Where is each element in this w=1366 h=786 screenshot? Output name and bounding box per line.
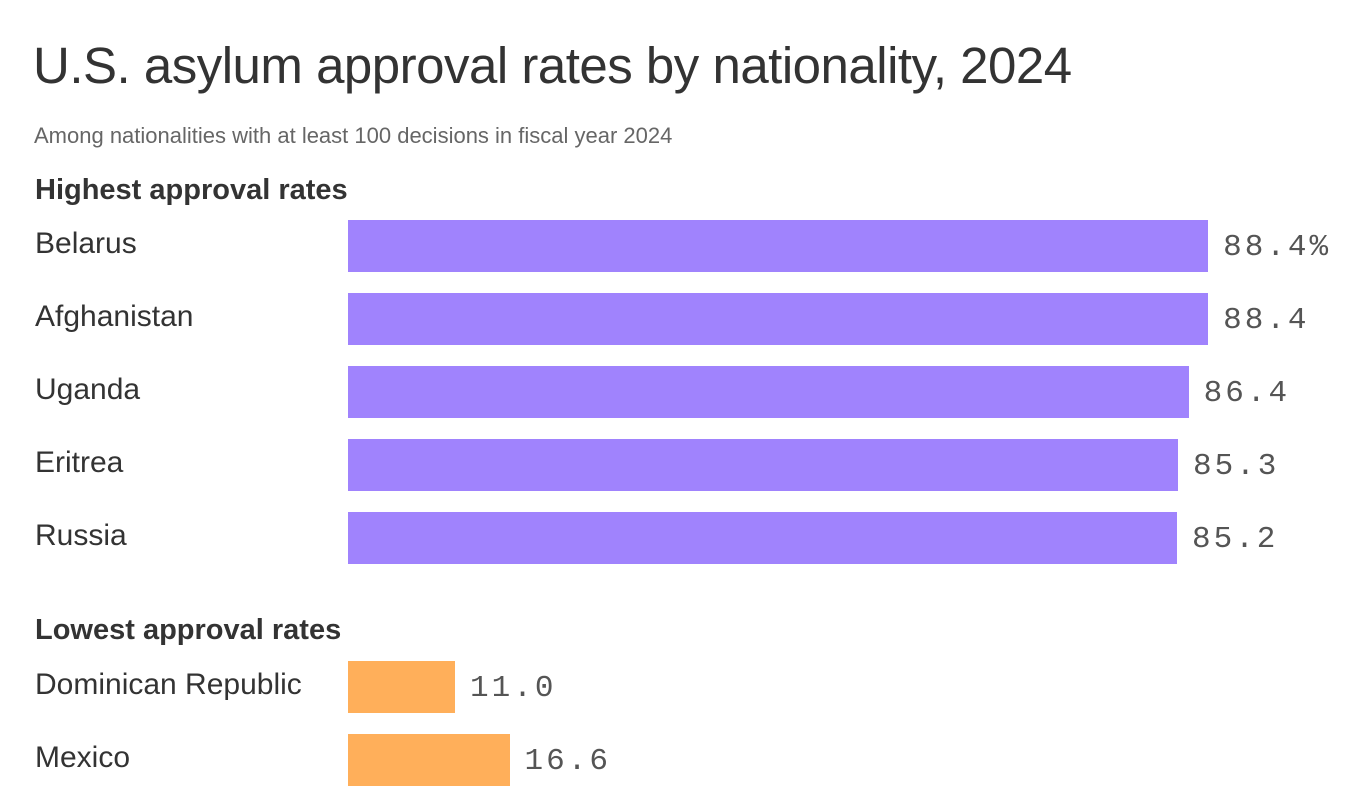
bar-lowest (348, 734, 510, 786)
data-label: 85.3 (1192, 449, 1280, 484)
data-label: 88.4% (1223, 230, 1332, 265)
category-label: Mexico (35, 741, 131, 774)
section-heading-highest: Highest approval rates (35, 174, 348, 206)
bar-highest (348, 220, 1209, 272)
data-label: 16.6 (524, 744, 611, 779)
bar-highest (348, 439, 1178, 491)
category-label: Dominican Republic (35, 668, 302, 701)
chart-subtitle: Among nationalities with at least 100 de… (34, 123, 673, 148)
bar-highest (348, 366, 1189, 418)
category-label: Belarus (35, 227, 137, 260)
bar-lowest (348, 661, 456, 713)
bar-highest (348, 512, 1177, 564)
data-label: 88.4 (1223, 303, 1310, 338)
data-label: 86.4 (1203, 376, 1291, 411)
category-label: Afghanistan (35, 300, 194, 333)
bar-highest (348, 293, 1209, 345)
category-label: Uganda (35, 373, 141, 406)
data-label: 11.0 (470, 671, 557, 706)
category-label: Eritrea (35, 446, 124, 479)
chart-title: U.S. asylum approval rates by nationalit… (33, 37, 1072, 94)
data-label: 85.2 (1191, 522, 1279, 557)
category-label: Russia (35, 519, 127, 552)
section-heading-lowest: Lowest approval rates (35, 614, 342, 646)
